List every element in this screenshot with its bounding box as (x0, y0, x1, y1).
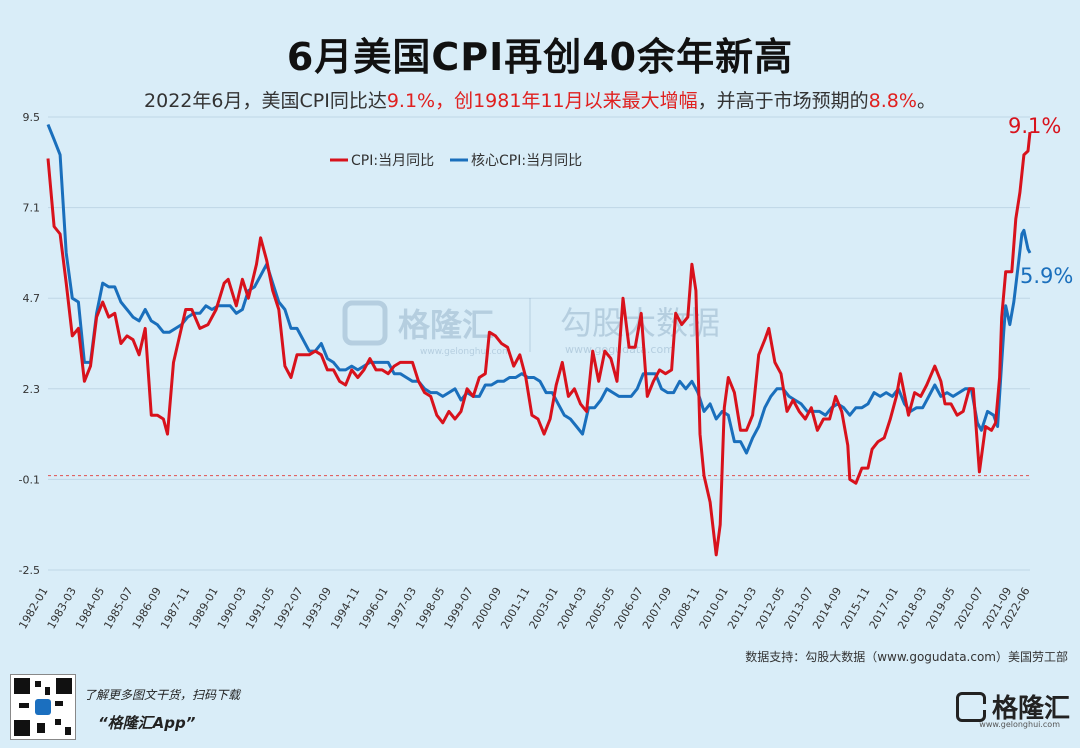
end-label-cpi: 9.1% (1008, 114, 1061, 138)
y-tick-label: 2.3 (23, 383, 41, 396)
brand-logo: 格隆汇 (955, 688, 1070, 725)
brand-url: www.gelonghui.com (979, 720, 1060, 729)
promo-text: 了解更多图文干货，扫码下载 (84, 688, 241, 702)
qr-logo-icon (35, 699, 51, 715)
y-tick-label: 4.7 (23, 292, 41, 305)
subtitle-expectation: 8.8% (868, 90, 917, 112)
series-line-cpi (46, 131, 1032, 557)
subtitle-part5: 。 (916, 90, 936, 112)
series-line-core (46, 123, 1032, 455)
x-axis-ticks: 1982-011983-031984-051985-071986-091987-… (16, 585, 1032, 631)
brand-logo-icon (955, 691, 986, 722)
legend: CPI:当月同比 核心CPI:当月同比 (330, 153, 582, 169)
promo-app-name: “格隆汇App” (98, 714, 196, 732)
series-layer (46, 123, 1032, 557)
subtitle-part1: 2022年6月，美国CPI同比达 (144, 90, 387, 112)
subtitle-highlight: 9.1%，创1981年11月以来最大增幅 (386, 90, 698, 112)
legend-label-cpi: CPI:当月同比 (351, 153, 434, 169)
legend-label-core: 核心CPI:当月同比 (471, 153, 582, 169)
chart-subtitle: 2022年6月，美国CPI同比达9.1%，创1981年11月以来最大增幅，并高于… (0, 86, 1080, 113)
brand-name: 格隆汇 (991, 694, 1070, 724)
subtitle-part3: ，并高于市场预期的 (697, 90, 869, 112)
qr-code (10, 674, 76, 740)
y-tick-label: 9.5 (23, 111, 41, 124)
watermark-logo-url: www.gelonghui.com (420, 347, 511, 357)
chart-title: 6月美国CPI再创40余年新高 (286, 35, 794, 79)
y-tick-label: 7.1 (23, 202, 41, 215)
grid-layer (48, 116, 1030, 571)
data-source: 数据支持：勾股大数据（www.gogudata.com）美国劳工部 (745, 650, 1068, 664)
watermark-logo-text: 格隆汇 (398, 306, 494, 344)
end-label-core: 5.9% (1020, 264, 1073, 288)
watermark: 格隆汇 www.gelonghui.com 勾股大数据 www.gogudata… (342, 298, 720, 357)
y-axis-ticks: 9.5 7.1 4.7 2.3 -0.1 -2.5 (19, 111, 40, 577)
y-tick-label: -0.1 (19, 473, 40, 486)
y-tick-label: -2.5 (19, 564, 40, 577)
watermark-logo-icon (342, 300, 388, 346)
